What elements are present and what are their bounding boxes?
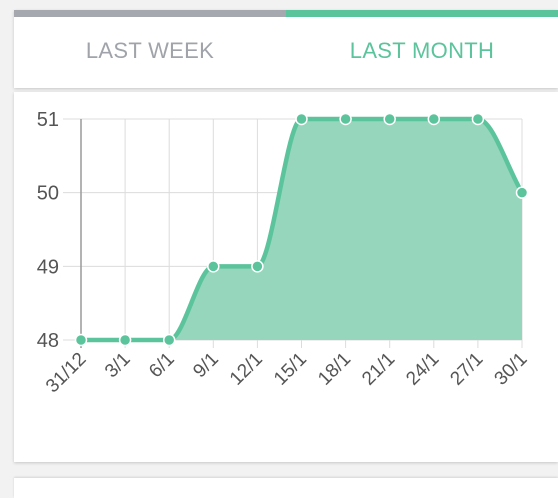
x-tick-label: 6/1 xyxy=(145,349,179,383)
tab-last-month-label: LAST MONTH xyxy=(349,38,495,63)
x-tick-label: 31/12 xyxy=(42,349,90,397)
y-tick-label: 50 xyxy=(37,183,59,205)
area-chart: 48 49 50 51 31/12 3/1 6/1 9/1 12/1 15/1 18/1 21/1 24… xyxy=(37,109,532,397)
period-tab-bar: LAST WEEK LAST MONTH xyxy=(14,10,558,88)
x-tick-label: 9/1 xyxy=(189,349,223,383)
data-point xyxy=(339,112,352,126)
data-point xyxy=(515,186,529,199)
x-tick-label: 21/1 xyxy=(358,349,399,390)
data-point xyxy=(162,333,176,347)
x-tick-label: 24/1 xyxy=(402,349,443,390)
tab-last-week[interactable]: LAST WEEK xyxy=(14,10,286,88)
tab-last-month-indicator xyxy=(286,10,558,17)
tab-last-week-label: LAST WEEK xyxy=(85,38,215,63)
x-tick-label: 15/1 xyxy=(270,349,311,390)
series-area-fill xyxy=(81,119,522,340)
tab-last-month[interactable]: LAST MONTH xyxy=(286,10,558,88)
x-tick-label: 27/1 xyxy=(446,349,487,390)
x-tick-label: 12/1 xyxy=(226,349,267,390)
y-tick-label: 49 xyxy=(37,256,59,278)
data-point xyxy=(251,260,264,273)
data-point xyxy=(295,112,308,126)
data-point xyxy=(207,260,220,273)
data-point xyxy=(471,112,485,126)
data-point xyxy=(383,112,396,126)
y-tick-label: 48 xyxy=(37,330,59,352)
data-point xyxy=(118,333,132,347)
x-tick-label: 3/1 xyxy=(101,349,135,383)
data-point xyxy=(74,333,88,347)
x-tick-label: 18/1 xyxy=(314,349,355,390)
data-point xyxy=(427,112,441,126)
y-tick-label: 51 xyxy=(37,109,59,131)
x-tick-label: 30/1 xyxy=(491,349,532,390)
tab-last-week-indicator xyxy=(14,10,286,17)
